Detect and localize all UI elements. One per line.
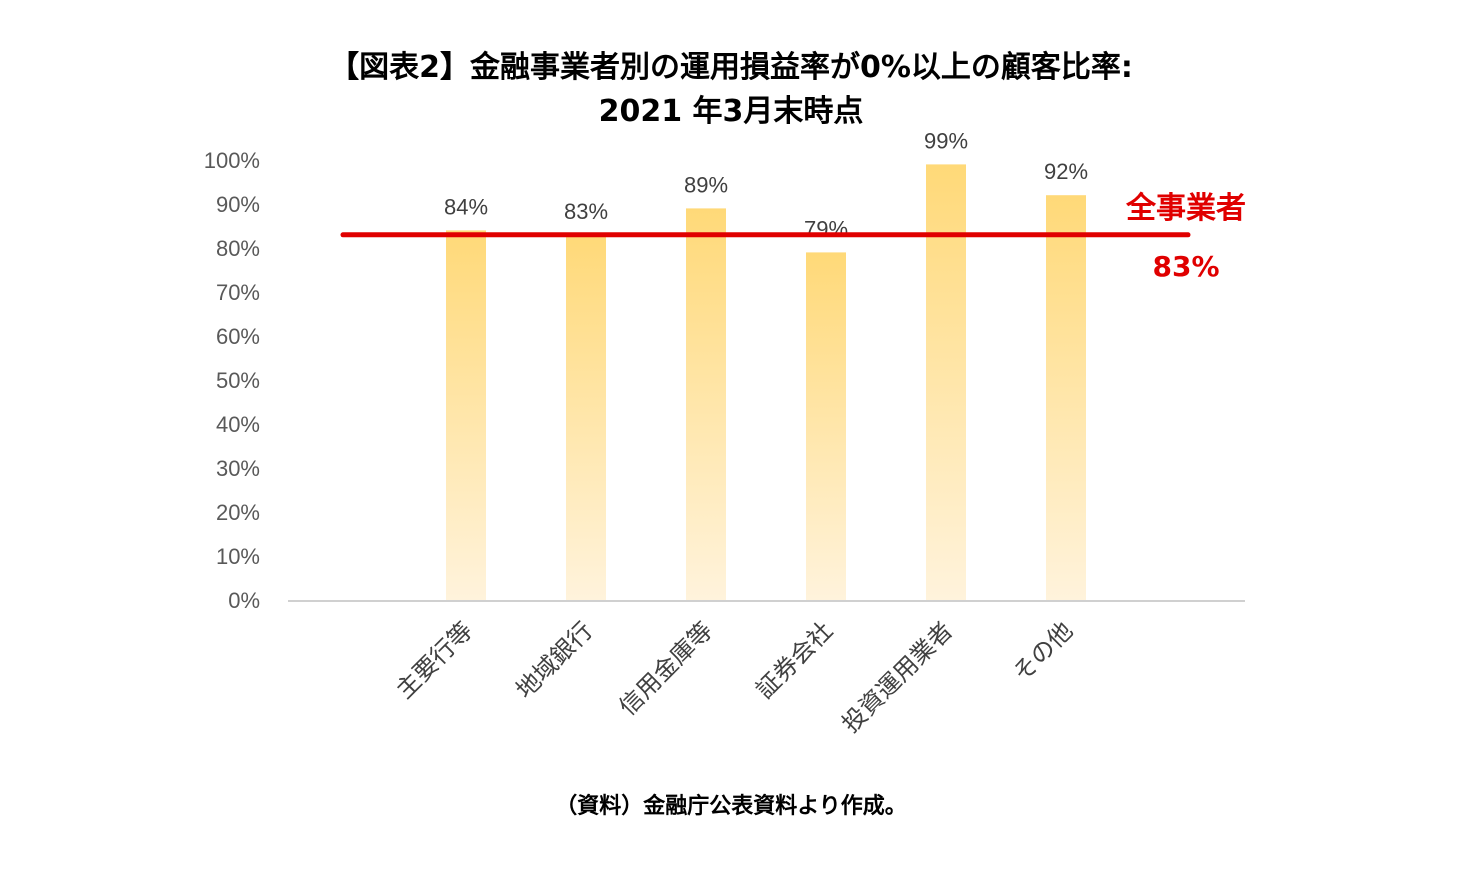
source-note: （資料）金融庁公表資料より作成。: [555, 794, 907, 819]
chart-title: 【図表2】金融事業者別の運用損益率が0%以上の顧客比率:: [329, 50, 1133, 85]
bar: [806, 252, 846, 600]
bar: [686, 208, 726, 600]
x-tick-label: 信用金庫等: [614, 616, 719, 721]
y-tick-label: 0%: [228, 588, 260, 613]
data-label: 79%: [804, 216, 848, 241]
x-tick-label: 投資運用業者: [837, 616, 959, 738]
y-tick-label: 30%: [216, 456, 260, 481]
y-tick-label: 90%: [216, 192, 260, 217]
bar: [566, 234, 606, 601]
x-tick-label: その他: [1008, 616, 1079, 687]
bar: [926, 164, 966, 600]
y-tick-label: 10%: [216, 544, 260, 569]
data-label: 84%: [444, 194, 488, 219]
data-label: 99%: [924, 128, 968, 153]
bar: [446, 230, 486, 600]
x-tick-label: 主要行等: [391, 616, 479, 704]
x-tick-label: 証券会社: [751, 616, 839, 704]
data-label: 83%: [564, 199, 608, 224]
data-label: 92%: [1044, 159, 1088, 184]
y-tick-label: 80%: [216, 236, 260, 261]
y-tick-label: 70%: [216, 280, 260, 305]
reference-line-label: 全事業者: [1125, 191, 1246, 226]
y-tick-label: 100%: [204, 148, 260, 173]
y-tick-label: 20%: [216, 500, 260, 525]
y-tick-label: 40%: [216, 412, 260, 437]
y-tick-label: 50%: [216, 368, 260, 393]
y-tick-label: 60%: [216, 324, 260, 349]
data-label: 89%: [684, 172, 728, 197]
reference-line-value: 83%: [1152, 250, 1219, 283]
chart-subtitle: 2021 年3月末時点: [598, 94, 864, 129]
x-tick-label: 地域銀行: [511, 616, 599, 704]
bar: [1046, 195, 1086, 600]
